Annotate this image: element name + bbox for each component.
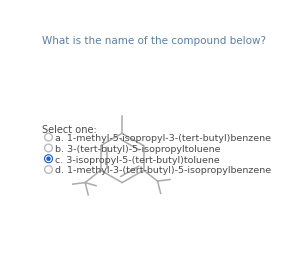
Text: Select one:: Select one: [42, 125, 97, 135]
Circle shape [47, 157, 50, 160]
Text: d. 1-methyl-3-(tert-butyl)-5-isopropylbenzene: d. 1-methyl-3-(tert-butyl)-5-isopropylbe… [55, 166, 272, 176]
Text: c. 3-isopropyl-5-(tert-butyl)toluene: c. 3-isopropyl-5-(tert-butyl)toluene [55, 156, 220, 165]
Circle shape [45, 155, 53, 163]
Text: What is the name of the compound below?: What is the name of the compound below? [42, 36, 266, 46]
Circle shape [46, 156, 51, 161]
Text: a. 1-methyl-5-isopropyl-3-(tert-butyl)benzene: a. 1-methyl-5-isopropyl-3-(tert-butyl)be… [55, 134, 271, 143]
Text: b. 3-(tert-butyl)-5-isopropyltoluene: b. 3-(tert-butyl)-5-isopropyltoluene [55, 145, 221, 154]
